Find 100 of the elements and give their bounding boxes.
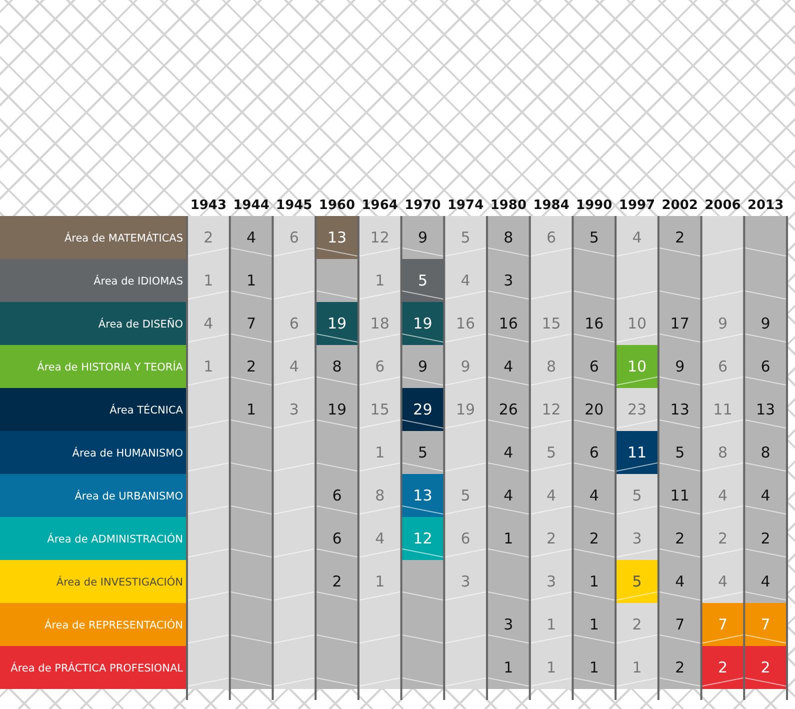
- data-label: 1: [504, 658, 514, 676]
- data-label: 4: [504, 358, 514, 376]
- data-label: 5: [589, 228, 599, 246]
- data-label: 2: [760, 530, 770, 548]
- data-label: 4: [504, 486, 514, 504]
- data-label: 17: [670, 314, 690, 332]
- data-label: 1: [375, 444, 385, 462]
- data-label: 1: [246, 400, 256, 418]
- data-label: 11: [627, 444, 647, 462]
- data-label: 5: [675, 444, 685, 462]
- y-tick-label: Área de HUMANISMO: [72, 446, 183, 460]
- data-label: 2: [675, 658, 685, 676]
- data-label: 6: [332, 530, 342, 548]
- data-label: 6: [289, 228, 299, 246]
- data-label: 18: [370, 314, 390, 332]
- data-label: 2: [332, 572, 342, 590]
- data-label: 6: [546, 228, 556, 246]
- data-label: 1: [589, 616, 599, 634]
- data-label: 4: [760, 486, 770, 504]
- data-label: 8: [504, 228, 514, 246]
- data-label: 4: [589, 486, 599, 504]
- data-label: 12: [413, 530, 432, 548]
- data-label: 7: [246, 314, 256, 332]
- data-label: 11: [713, 400, 732, 418]
- data-label: 7: [675, 616, 685, 634]
- data-label: 2: [675, 530, 685, 548]
- data-label: 2: [589, 530, 599, 548]
- data-label: 3: [546, 572, 556, 590]
- data-label: 10: [627, 358, 647, 376]
- x-tick-label: 2013: [747, 198, 784, 213]
- data-label: 1: [546, 658, 556, 676]
- data-label: 6: [718, 358, 728, 376]
- data-label: 15: [542, 314, 561, 332]
- x-tick-label: 1990: [576, 198, 612, 213]
- data-label: 9: [460, 358, 470, 376]
- data-label: 4: [204, 314, 214, 332]
- x-tick-label: 1960: [318, 198, 356, 213]
- y-tick-label: Área de DISEÑO: [98, 318, 183, 330]
- data-label: 1: [589, 572, 599, 590]
- data-label: 26: [498, 400, 518, 418]
- data-label: 19: [327, 400, 347, 418]
- data-label: 6: [460, 530, 470, 548]
- x-tick-label: 2006: [704, 198, 741, 213]
- data-label: 6: [589, 444, 599, 462]
- data-label: 16: [584, 314, 604, 332]
- data-label: 1: [546, 616, 556, 634]
- data-label: 1: [589, 658, 599, 676]
- data-label: 12: [542, 400, 561, 418]
- data-label: 4: [675, 572, 685, 590]
- data-label: 19: [456, 400, 476, 418]
- data-label: 2: [632, 616, 642, 634]
- data-label: 10: [627, 314, 647, 332]
- y-tick-label: Área de INVESTIGACIÓN: [56, 576, 183, 588]
- data-label: 6: [289, 314, 299, 332]
- y-tick-label: Área de MATEMÁTICAS: [64, 232, 184, 244]
- data-label: 12: [370, 228, 390, 246]
- data-label: 1: [375, 272, 385, 290]
- x-tick-label: 1944: [233, 198, 270, 213]
- data-label: 4: [460, 272, 470, 290]
- x-tick-label: 1984: [533, 198, 570, 213]
- data-label: 4: [718, 486, 728, 504]
- data-label: 2: [718, 530, 728, 548]
- data-label: 2: [246, 358, 256, 376]
- data-label: 5: [418, 444, 428, 462]
- data-label: 4: [632, 228, 642, 246]
- data-label: 3: [289, 400, 299, 418]
- data-label: 5: [632, 572, 642, 590]
- data-label: 1: [632, 658, 642, 676]
- data-label: 13: [756, 400, 776, 418]
- data-label: 6: [332, 486, 342, 504]
- x-tick-label: 1980: [490, 198, 527, 213]
- data-label: 3: [460, 572, 470, 590]
- x-tick-label: 1970: [404, 198, 441, 213]
- data-label: 4: [375, 530, 385, 548]
- data-label: 7: [718, 616, 728, 634]
- data-label: 5: [546, 444, 556, 462]
- data-label: 9: [760, 314, 770, 332]
- data-label: 1: [204, 272, 214, 290]
- y-tick-label: Área de URBANISMO: [74, 490, 183, 502]
- data-label: 20: [584, 400, 604, 418]
- data-label: 2: [204, 228, 214, 246]
- data-label: 13: [413, 486, 432, 504]
- data-label: 16: [498, 314, 518, 332]
- data-label: 5: [418, 272, 428, 290]
- data-label: 15: [370, 400, 390, 418]
- data-label: 9: [418, 228, 428, 246]
- data-label: 7: [760, 616, 770, 634]
- data-label: 2: [675, 228, 685, 246]
- x-tick-label: 2002: [662, 198, 698, 213]
- data-label: 9: [675, 358, 685, 376]
- data-label: 5: [632, 486, 642, 504]
- y-tick-label: Área de ADMINISTRACIÓN: [47, 532, 183, 546]
- y-tick-label: Área TÉCNICA: [110, 404, 184, 416]
- data-label: 29: [413, 400, 432, 418]
- data-label: 8: [718, 444, 728, 462]
- data-label: 4: [504, 444, 514, 462]
- y-tick-label: Área de IDIOMAS: [94, 274, 184, 288]
- data-label: 9: [418, 358, 428, 376]
- data-label: 1: [204, 358, 214, 376]
- y-tick-label: Área de REPRESENTACIÓN: [44, 618, 183, 632]
